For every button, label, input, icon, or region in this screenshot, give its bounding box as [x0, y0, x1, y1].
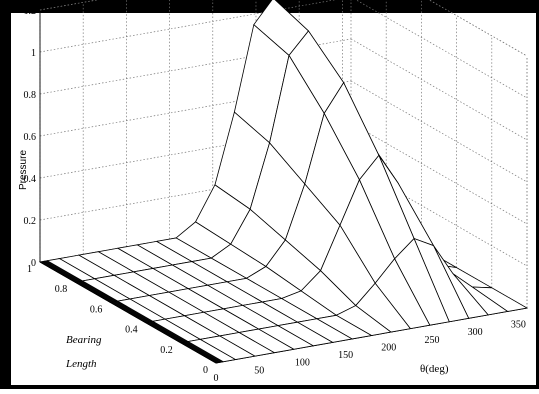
z-tick-label: 0.2: [24, 216, 37, 227]
x-tick-label: 200: [381, 342, 396, 353]
x-tick-label: 100: [295, 358, 310, 369]
z-tick-label: 0.8: [24, 90, 37, 101]
x-tick-label: 350: [511, 320, 526, 331]
z-gridline-side: [355, 0, 528, 99]
surface-edge-line: [43, 260, 221, 363]
left-border-bar: [0, 13, 11, 389]
surface-edge-line: [47, 260, 224, 363]
label-layer: Pressure Bearing Length θ(deg) 0 0.2 0.4 0.…: [18, 6, 526, 384]
y-axis-label-line2: Length: [65, 358, 97, 370]
z-tick-label: 1.2: [24, 6, 37, 17]
y-axis-label-line1: Bearing: [66, 334, 102, 346]
z-gridline-side: [350, 122, 528, 225]
box-edge-top-back: [39, 0, 99, 11]
y-tick-label: 0: [203, 365, 208, 376]
y-tick-label: 0.4: [125, 325, 138, 336]
y-tick-label: 0.6: [90, 304, 103, 315]
z-tick-label: 0.6: [24, 132, 37, 143]
bottom-border-line: [11, 385, 539, 389]
z-tick-label: 0.4: [24, 174, 37, 185]
surface-edge-line: [44, 260, 222, 363]
surface-edge-line: [41, 261, 219, 364]
y-tick-label: 1: [27, 264, 32, 275]
right-border-line: [536, 13, 539, 389]
z-gridline-side: [350, 80, 528, 183]
surface-edge-line: [40, 261, 218, 364]
box-edge-top-side: [428, 0, 528, 57]
y-tick-label: 0.8: [55, 284, 68, 295]
surface-edge-line: [42, 261, 220, 363]
z-tick-label: 1: [31, 48, 36, 59]
surface-mesh: [38, 0, 529, 364]
z-gridline-side: [350, 38, 528, 141]
x-tick-label: 300: [468, 327, 483, 338]
z-tick-label: 0: [31, 258, 36, 269]
x-tick-label: 250: [424, 335, 439, 346]
x-tick-label: 150: [338, 350, 353, 361]
z-gridline-side: [350, 164, 528, 267]
surface-edge-line: [39, 261, 217, 364]
x-tick-label: 50: [254, 365, 264, 376]
y-tick-label: 0.2: [160, 345, 173, 356]
surface-edge-line: [45, 260, 223, 363]
z-axis-label: Pressure: [18, 150, 29, 190]
x-tick-label: 0: [214, 373, 219, 384]
x-axis-label: θ(deg): [420, 363, 449, 375]
